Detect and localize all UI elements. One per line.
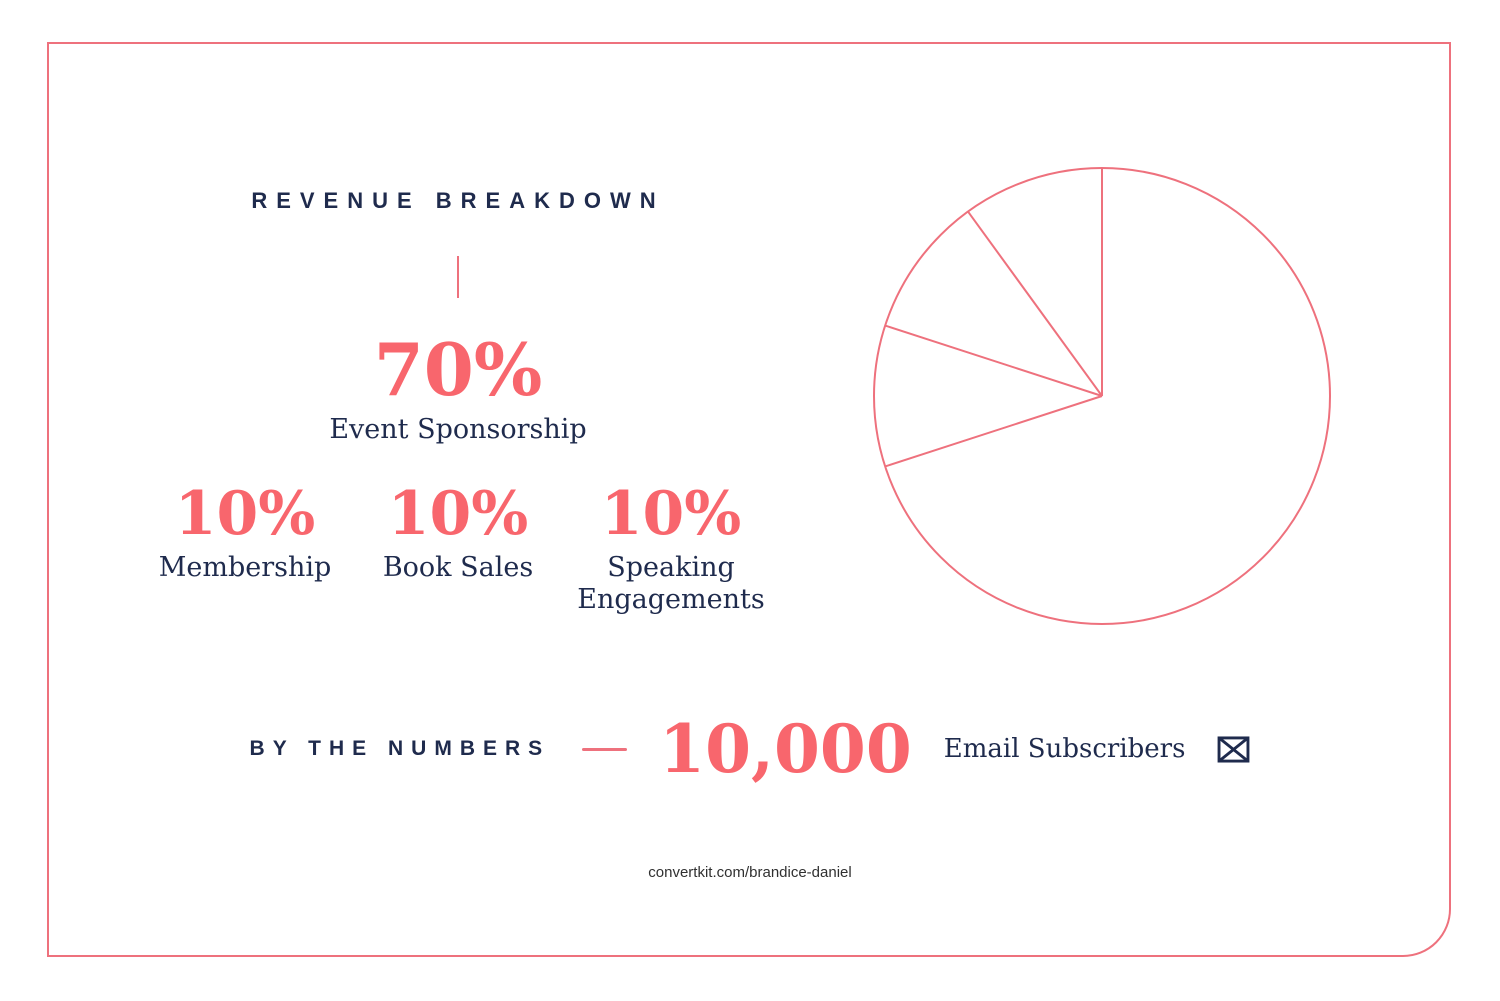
revenue-breakdown-title: REVENUE BREAKDOWN [251,188,665,213]
event-sponsorship-value: 70% [373,327,543,412]
by-the-numbers-section: BY THE NUMBERS 10,000 Email Subscribers [0,716,1500,782]
membership-label: Membership [158,552,332,583]
sub-stats-row: 10% Membership 10% Book Sales 10% Speaki… [150,484,766,616]
border-frame [47,42,1451,957]
footer-url: convertkit.com/brandice-daniel [648,864,852,881]
membership-value: 10% [174,479,316,549]
stat-event-sponsorship: 70% Event Sponsorship [150,334,766,446]
book-sales-value: 10% [387,479,529,549]
envelope-icon [1218,735,1250,763]
revenue-pie-chart [873,167,1331,625]
stat-speaking-engagements: 10% Speaking Engagements [576,484,766,616]
book-sales-label: Book Sales [382,552,534,583]
vertical-divider-line [457,256,459,298]
speaking-engagements-value: 10% [600,479,742,549]
dash-connector [582,747,628,751]
stat-membership: 10% Membership [150,484,340,616]
speaking-engagements-label: Speaking Engagements [577,552,765,615]
email-subscribers-label: Email Subscribers [943,734,1186,764]
email-subscribers-value: 10,000 [659,710,912,788]
revenue-breakdown-section: REVENUE BREAKDOWN 70% Event Sponsorship … [150,186,766,616]
event-sponsorship-label: Event Sponsorship [329,414,587,445]
by-the-numbers-title: BY THE NUMBERS [249,737,551,760]
stat-book-sales: 10% Book Sales [363,484,553,616]
